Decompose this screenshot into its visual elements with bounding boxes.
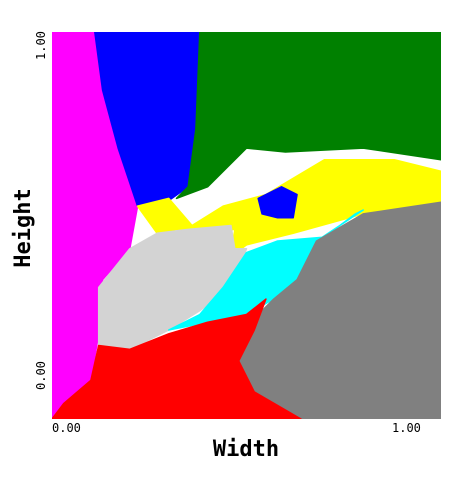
- region-8: [52, 298, 302, 419]
- x-axis-title: Width: [213, 437, 279, 462]
- x-tick-label-min: 0.00: [52, 421, 81, 435]
- y-tick-label-max: 1.00: [34, 31, 48, 60]
- x-tick-label-max: 1.00: [392, 421, 421, 435]
- region-2: [175, 32, 441, 200]
- region-layer: [52, 32, 441, 419]
- y-tick-label-min: 0.00: [34, 361, 48, 390]
- y-axis-title: Height: [11, 188, 36, 267]
- region-4: [257, 186, 298, 219]
